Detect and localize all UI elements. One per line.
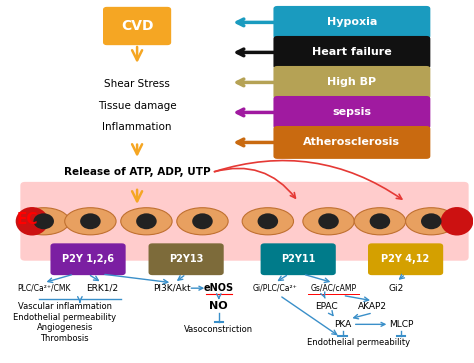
Text: Vasoconstriction: Vasoconstriction [184, 325, 254, 334]
FancyArrowPatch shape [214, 168, 295, 198]
Ellipse shape [18, 208, 69, 235]
Text: Gs/AC/cAMP: Gs/AC/cAMP [310, 284, 356, 293]
Ellipse shape [441, 207, 474, 236]
Text: NO: NO [210, 301, 228, 311]
Text: Gi2: Gi2 [389, 284, 404, 293]
Ellipse shape [192, 213, 213, 229]
FancyBboxPatch shape [148, 243, 224, 275]
Text: Atherosclerosis: Atherosclerosis [303, 138, 401, 147]
Text: EC: EC [17, 212, 38, 227]
Text: PKA: PKA [334, 320, 351, 329]
Text: Vascular inflammation: Vascular inflammation [18, 302, 112, 311]
FancyBboxPatch shape [273, 126, 430, 159]
FancyBboxPatch shape [261, 243, 336, 275]
FancyBboxPatch shape [273, 96, 430, 129]
Text: Tissue damage: Tissue damage [98, 101, 176, 111]
Text: Inflammation: Inflammation [102, 122, 172, 132]
Text: Endothelial permeability: Endothelial permeability [13, 313, 116, 322]
Text: MLCP: MLCP [389, 320, 413, 329]
Text: Gi/PLC/Ca²⁺: Gi/PLC/Ca²⁺ [253, 284, 297, 293]
Text: P2Y13: P2Y13 [169, 254, 203, 264]
Ellipse shape [136, 213, 157, 229]
Ellipse shape [354, 208, 406, 235]
Ellipse shape [65, 208, 116, 235]
Ellipse shape [257, 213, 278, 229]
Text: Shear Stress: Shear Stress [104, 79, 170, 89]
Text: P2Y 4,12: P2Y 4,12 [382, 254, 430, 264]
FancyBboxPatch shape [273, 66, 430, 99]
Text: P2Y11: P2Y11 [281, 254, 315, 264]
Ellipse shape [421, 213, 442, 229]
Ellipse shape [34, 213, 54, 229]
Ellipse shape [80, 213, 100, 229]
Text: CVD: CVD [121, 19, 154, 33]
Ellipse shape [303, 208, 354, 235]
FancyBboxPatch shape [50, 243, 126, 275]
Ellipse shape [318, 213, 339, 229]
FancyBboxPatch shape [20, 182, 469, 261]
FancyArrowPatch shape [214, 160, 402, 199]
Ellipse shape [242, 208, 293, 235]
Text: ERK1/2: ERK1/2 [86, 284, 118, 293]
Text: High BP: High BP [328, 77, 376, 87]
Text: EPAC: EPAC [315, 302, 337, 311]
FancyBboxPatch shape [103, 7, 171, 45]
FancyBboxPatch shape [273, 36, 430, 69]
Text: PLC/Ca²⁺/CMK: PLC/Ca²⁺/CMK [17, 284, 71, 293]
Ellipse shape [370, 213, 390, 229]
Text: P2Y 1,2,6: P2Y 1,2,6 [62, 254, 114, 264]
FancyBboxPatch shape [368, 243, 443, 275]
Text: Thrombosis: Thrombosis [40, 334, 89, 343]
Text: Angiogenesis: Angiogenesis [36, 323, 93, 333]
Text: Heart failure: Heart failure [312, 48, 392, 57]
Text: Hypoxia: Hypoxia [327, 17, 377, 27]
Ellipse shape [177, 208, 228, 235]
Ellipse shape [406, 208, 457, 235]
Text: Endothelial permeability: Endothelial permeability [307, 338, 410, 347]
Text: sepsis: sepsis [332, 107, 372, 118]
Ellipse shape [16, 207, 48, 236]
Text: Release of ATP, ADP, UTP: Release of ATP, ADP, UTP [64, 167, 210, 178]
Ellipse shape [121, 208, 172, 235]
Text: AKAP2: AKAP2 [358, 302, 387, 311]
Text: eNOS: eNOS [204, 283, 234, 293]
FancyBboxPatch shape [273, 6, 430, 39]
Text: PI3K/Akt: PI3K/Akt [153, 284, 191, 293]
